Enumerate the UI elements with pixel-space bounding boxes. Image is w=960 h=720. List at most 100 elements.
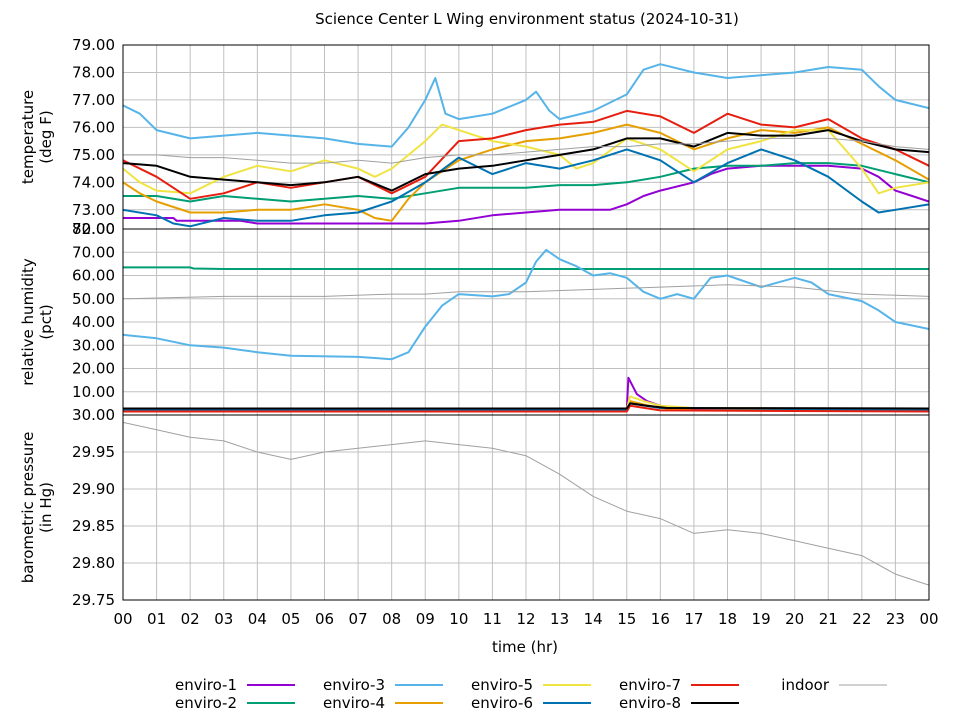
legend-entry-enviro-7: enviro-7 <box>619 676 739 694</box>
y-tick-label: 29.95 <box>72 443 115 461</box>
series-line-enviro-3 <box>123 248 929 361</box>
x-axis-label: time (hr) <box>492 638 558 656</box>
y-axis-label-line: temperature <box>19 90 37 184</box>
panel-pressure: 30.00 29.95 29.90 29.85 29.80 29.75 barometric… <box>19 406 930 609</box>
x-tick-label: 00 <box>113 610 132 628</box>
legend-label: enviro-8 <box>619 694 681 712</box>
y-tick-label: 78.00 <box>72 63 115 81</box>
y-tick-label: 29.85 <box>72 517 115 535</box>
x-tick-label: 11 <box>483 610 502 628</box>
legend-entry-enviro-1: enviro-1 <box>175 676 295 694</box>
x-tick-label: 16 <box>651 610 670 628</box>
x-tick-label: 22 <box>852 610 871 628</box>
legend-label: enviro-6 <box>471 694 533 712</box>
legend-label: enviro-5 <box>471 676 533 694</box>
x-tick-label: 07 <box>349 610 368 628</box>
legend-entry-enviro-2: enviro-2 <box>175 694 295 712</box>
y-tick-label: 73.00 <box>72 201 115 219</box>
y-tick-label: 29.90 <box>72 480 115 498</box>
y-axis-label-line: barometric pressure <box>19 432 37 584</box>
legend-entry-enviro-6: enviro-6 <box>471 694 591 712</box>
legend-label: indoor <box>781 676 830 694</box>
x-tick-label: 19 <box>752 610 771 628</box>
y-tick-label: 70.00 <box>72 243 115 261</box>
x-tick-label: 13 <box>550 610 569 628</box>
series-group <box>123 63 929 228</box>
y-axis-label: temperature (deg F) <box>19 90 55 184</box>
y-axis-label: barometric pressure (in Hg) <box>19 432 55 584</box>
y-tick-label: 79.00 <box>72 36 115 54</box>
y-tick-label: 77.00 <box>72 91 115 109</box>
series-group <box>123 248 929 413</box>
x-tick-label: 01 <box>147 610 166 628</box>
series-line-enviro-8 <box>123 402 929 410</box>
x-tick-label: 09 <box>416 610 435 628</box>
series-line-enviro-6 <box>123 148 929 228</box>
legend-label: enviro-4 <box>323 694 385 712</box>
x-tick-label: 03 <box>214 610 233 628</box>
x-tick-label: 15 <box>617 610 636 628</box>
y-tick-label: 10.00 <box>72 383 115 401</box>
x-tick-label: 20 <box>785 610 804 628</box>
y-tick-label: 72.00 <box>72 220 115 238</box>
chart-panels: 79.00 78.00 77.00 76.00 75.00 74.00 73.0072.00… <box>19 36 930 609</box>
legend-entry-enviro-8: enviro-8 <box>619 694 739 712</box>
series-line-indoor <box>123 421 929 586</box>
series-line-enviro-4 <box>123 123 929 222</box>
legend-label: enviro-3 <box>323 676 385 694</box>
series-group <box>123 421 929 586</box>
x-tick-label: 00 <box>919 610 938 628</box>
x-tick-label: 10 <box>449 610 468 628</box>
x-tick-label: 14 <box>584 610 603 628</box>
y-axis-label-line: (in Hg) <box>37 482 55 533</box>
series-line-enviro-7 <box>123 404 929 413</box>
y-tick-label: 30.00 <box>72 336 115 354</box>
panel-temperature: 79.00 78.00 77.00 76.00 75.00 74.00 73.0072.00… <box>19 36 930 238</box>
legend-entry-enviro-4: enviro-4 <box>323 694 443 712</box>
y-tick-label: 76.00 <box>72 118 115 136</box>
series-line-indoor <box>123 284 929 300</box>
series-line-indoor <box>123 137 929 164</box>
legend-entry-enviro-5: enviro-5 <box>471 676 591 694</box>
y-tick-label: 20.00 <box>72 360 115 378</box>
legend-entry-indoor: indoor <box>781 676 887 694</box>
y-tick-label: 60.00 <box>72 267 115 285</box>
x-tick-label: 17 <box>684 610 703 628</box>
chart-title: Science Center L Wing environment status… <box>315 10 739 28</box>
x-tick-label: 18 <box>718 610 737 628</box>
x-tick-label: 08 <box>382 610 401 628</box>
x-tick-label: 02 <box>181 610 200 628</box>
series-line-enviro-2 <box>123 266 929 270</box>
legend-label: enviro-2 <box>175 694 237 712</box>
series-line-enviro-1 <box>123 164 929 225</box>
x-tick-label: 04 <box>248 610 267 628</box>
y-axis-label: relative humidity (pct) <box>19 258 55 386</box>
y-tick-label: 40.00 <box>72 313 115 331</box>
y-tick-label: 74.00 <box>72 173 115 191</box>
y-tick-label: 30.00 <box>72 406 115 424</box>
y-axis-label-line: relative humidity <box>19 258 37 386</box>
y-tick-label: 80.00 <box>72 220 115 238</box>
series-line-enviro-8 <box>123 129 929 192</box>
legend-entry-enviro-3: enviro-3 <box>323 676 443 694</box>
series-line-enviro-3 <box>123 63 929 148</box>
legend-label: enviro-7 <box>619 676 681 694</box>
x-axis-ticks: 00 01 02 03 04 05 06 07 08 09 10 11 12 13 14 15 16 17 18 19… <box>113 610 938 628</box>
x-tick-label: 05 <box>281 610 300 628</box>
y-axis-label-line: (deg F) <box>37 110 55 163</box>
series-line-enviro-5 <box>123 123 929 195</box>
y-tick-label: 29.80 <box>72 554 115 572</box>
x-tick-label: 12 <box>516 610 535 628</box>
legend-label: enviro-1 <box>175 676 237 694</box>
panel-frame <box>122 414 930 601</box>
y-axis-label-line: (pct) <box>37 304 55 339</box>
y-tick-label: 29.75 <box>72 591 115 609</box>
x-tick-label: 21 <box>819 610 838 628</box>
x-tick-label: 06 <box>315 610 334 628</box>
x-tick-label: 23 <box>886 610 905 628</box>
panel-humidity: 80.00 70.00 60.00 50.00 40.00 30.00 20.00 10.00… <box>19 220 930 416</box>
y-tick-label: 75.00 <box>72 146 115 164</box>
y-tick-label: 50.00 <box>72 290 115 308</box>
